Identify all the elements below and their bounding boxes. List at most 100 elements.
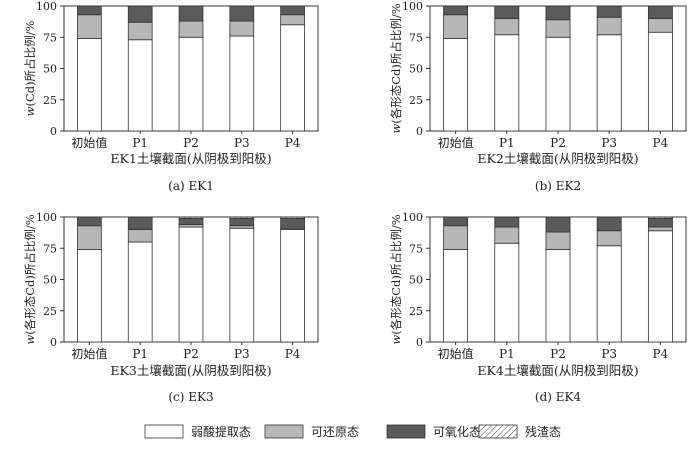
bar-segment xyxy=(127,229,153,243)
bar-segment xyxy=(127,21,153,41)
x-tick-label: P1 xyxy=(132,136,148,150)
bar-segment xyxy=(443,216,469,227)
y-tick-label: 25 xyxy=(43,94,57,107)
x-tick-label: P1 xyxy=(499,347,515,361)
bar-segment xyxy=(77,38,102,132)
bar-segment xyxy=(280,24,305,132)
panel-caption: (c) EK3 xyxy=(168,390,213,404)
x-axis-label: EK4土壤截面(从阴极到阳极) xyxy=(477,363,638,378)
bar-segment xyxy=(229,35,255,132)
bar-segment xyxy=(494,226,520,244)
legend-swatch xyxy=(264,424,304,439)
bar-segment xyxy=(596,34,622,132)
y-tick-label: 0 xyxy=(416,336,423,349)
bar-segment xyxy=(127,39,153,132)
panel-caption: (a) EK1 xyxy=(168,179,214,193)
x-tick-label: P4 xyxy=(285,347,301,361)
y-tick-label: 75 xyxy=(409,31,423,44)
x-tick-label: P2 xyxy=(183,136,199,150)
x-axis-label: EK3土壤截面(从阴极到阳极) xyxy=(110,363,271,378)
bar-segment xyxy=(545,19,571,38)
chart-panel-2: 0 25 50 75 100 初始值 P1 P2 P3 P4 EK2土壤截面(从阴极到阳极) (b) … xyxy=(389,0,687,193)
bar-segment xyxy=(178,226,204,343)
legend-label: 可还原态 xyxy=(311,425,359,439)
x-tick-label: P1 xyxy=(132,347,148,361)
bar-segment xyxy=(127,241,153,343)
bar-segment xyxy=(77,249,102,343)
bar-segment xyxy=(443,249,469,343)
bar-segment xyxy=(596,16,622,36)
y-tick-label: 50 xyxy=(43,274,57,287)
bar-segment xyxy=(280,5,305,16)
bar-segment xyxy=(127,216,153,230)
bar-segment xyxy=(178,216,204,219)
bar-segment xyxy=(545,5,571,21)
x-tick-label: P3 xyxy=(601,347,617,361)
y-tick-label: 100 xyxy=(36,0,57,13)
chart-panel-3: 0 25 50 75 100 初始值 P1 P2 P3 P4 EK3土壤截面(从阴极到阳极) (c) … xyxy=(23,211,319,404)
y-axis-label: w(各形态Cd)所占比例/% xyxy=(23,214,37,344)
legend: 弱酸提取态 可还原态 可氧化态 残渣态 xyxy=(144,424,561,439)
y-tick-label: 25 xyxy=(409,305,423,318)
legend-label: 弱酸提取态 xyxy=(191,424,251,439)
bar-segment xyxy=(596,216,622,232)
y-axis-label: w(Cd)所占比例/% xyxy=(23,21,37,117)
bar-segment xyxy=(494,216,520,228)
bar-segment xyxy=(494,5,520,19)
y-tick-label: 100 xyxy=(402,211,423,224)
legend-swatch xyxy=(144,424,184,439)
bar-segment xyxy=(545,249,571,343)
bar-segment xyxy=(443,5,469,16)
bar-segment xyxy=(229,217,255,227)
bar-segment xyxy=(280,217,305,229)
bar-segment xyxy=(280,14,305,26)
legend-swatch xyxy=(386,424,426,439)
bar-segment xyxy=(545,216,571,233)
x-tick-label: P1 xyxy=(499,136,515,150)
y-tick-label: 100 xyxy=(36,211,57,224)
bar-segment xyxy=(647,18,673,33)
panel-caption: (b) EK2 xyxy=(535,179,581,193)
bar-segment xyxy=(178,20,204,38)
bar-segment xyxy=(443,225,469,250)
bar-segment xyxy=(443,38,469,132)
legend-swatch xyxy=(478,424,518,439)
x-tick-label: 初始值 xyxy=(438,135,474,150)
bar-segment xyxy=(545,36,571,132)
y-tick-label: 50 xyxy=(409,274,423,287)
y-tick-label: 0 xyxy=(416,125,423,138)
y-tick-label: 0 xyxy=(50,336,57,349)
legend-item: 残渣态 xyxy=(478,424,561,439)
bar-segment xyxy=(647,230,673,343)
bar-segment xyxy=(229,20,255,37)
bar-segment xyxy=(280,216,305,219)
y-tick-label: 75 xyxy=(409,242,423,255)
legend-label: 可氧化态 xyxy=(433,425,481,439)
bar-segment xyxy=(77,225,102,250)
bar-segment xyxy=(178,5,204,22)
y-tick-label: 75 xyxy=(43,242,57,255)
bar-segment xyxy=(545,231,571,250)
y-tick-label: 100 xyxy=(402,0,423,13)
y-tick-label: 50 xyxy=(409,63,423,76)
x-tick-label: 初始值 xyxy=(438,346,474,361)
bar-segment xyxy=(77,14,102,39)
bar-segment xyxy=(443,14,469,39)
bar-segment xyxy=(647,217,673,228)
x-tick-label: P4 xyxy=(285,136,301,150)
bar-segment xyxy=(77,5,102,16)
legend-label: 残渣态 xyxy=(525,425,561,439)
x-tick-label: P2 xyxy=(550,347,566,361)
bar-segment xyxy=(229,227,255,343)
bar-segment xyxy=(178,217,204,225)
x-tick-label: P4 xyxy=(653,347,669,361)
bar-segment xyxy=(647,5,673,19)
bar-segment xyxy=(127,5,153,23)
y-tick-label: 25 xyxy=(409,94,423,107)
x-tick-label: P3 xyxy=(234,347,250,361)
y-tick-label: 0 xyxy=(50,125,57,138)
x-tick-label: P4 xyxy=(653,136,669,150)
chart-panel-4: 0 25 50 75 100 初始值 P1 P2 P3 P4 EK4土壤截面(从阴极到阳极) (d) … xyxy=(389,211,687,404)
bar-segment xyxy=(494,18,520,36)
